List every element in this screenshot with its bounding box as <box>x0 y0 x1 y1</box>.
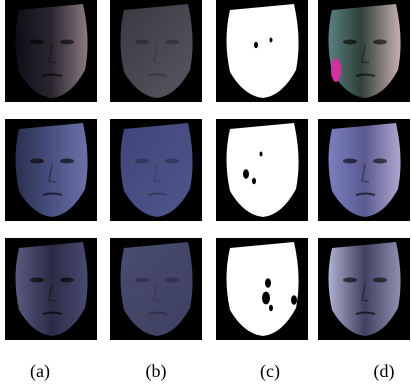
eye <box>60 40 74 45</box>
mask-hole <box>252 178 256 184</box>
face-image <box>318 119 410 221</box>
eye <box>135 278 149 283</box>
eye <box>30 278 44 283</box>
mask-hole <box>260 152 263 157</box>
face-image <box>216 0 308 102</box>
face-image <box>110 0 202 102</box>
eye <box>373 278 387 283</box>
face-image <box>5 238 97 340</box>
face-image <box>110 119 202 221</box>
face-image <box>318 0 410 102</box>
eye <box>135 40 149 45</box>
eye <box>343 40 357 45</box>
eye <box>30 40 44 45</box>
page: {"figure": {"panel_labels": ["(a)", "(b)… <box>0 0 411 389</box>
eye <box>60 278 74 283</box>
panel-label: (b) <box>146 361 167 382</box>
eye <box>343 278 357 283</box>
mask-hole <box>262 292 270 305</box>
panel-label: (d) <box>374 361 395 382</box>
face-image <box>110 238 202 340</box>
mask-hole <box>265 278 271 288</box>
eye <box>165 278 179 283</box>
eye <box>135 159 149 164</box>
face-image <box>5 119 97 221</box>
figure: (a) (b) (c) (d) <box>0 0 411 389</box>
mask-hole <box>269 305 273 311</box>
face-image <box>318 238 410 340</box>
mask-hole <box>291 295 297 305</box>
mask-hole <box>270 38 273 43</box>
eye <box>30 159 44 164</box>
mask-hole <box>243 169 249 179</box>
eye <box>373 159 387 164</box>
eye <box>343 159 357 164</box>
eye <box>373 40 387 45</box>
face-image <box>216 119 308 221</box>
face-image <box>216 238 308 340</box>
eye <box>165 159 179 164</box>
panel-label: (a) <box>30 361 50 382</box>
eye <box>60 159 74 164</box>
mask-hole <box>254 42 258 48</box>
color-artifact <box>331 58 341 82</box>
face-image <box>5 0 97 102</box>
eye <box>165 40 179 45</box>
panel-label: (c) <box>260 361 280 382</box>
